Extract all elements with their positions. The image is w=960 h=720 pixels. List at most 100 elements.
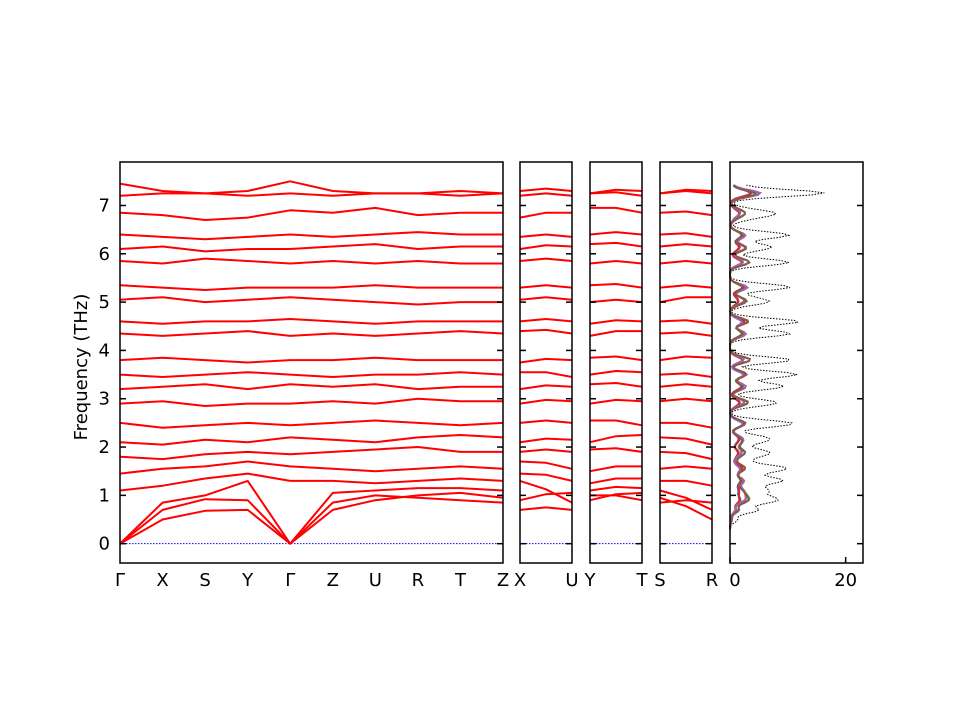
band-line — [659, 319, 713, 325]
band-line — [659, 489, 713, 511]
band-line — [659, 260, 713, 265]
band-panel-1: 0 1 2 3 4 5 6 7 Γ X S Y Γ Z U R T Z — [99, 161, 509, 591]
band-line — [519, 472, 573, 482]
band-line — [119, 460, 504, 475]
band-line — [519, 328, 573, 335]
band-line — [660, 421, 713, 429]
band-line — [590, 206, 643, 214]
band-line — [589, 370, 643, 376]
band-line — [589, 382, 643, 388]
band-line — [519, 211, 572, 219]
dos-partial-line — [729, 184, 762, 530]
band-line — [519, 398, 573, 405]
band-line — [589, 485, 643, 492]
band-line — [119, 356, 503, 364]
kpoint-label: Y — [241, 570, 254, 591]
band-line — [589, 398, 643, 405]
band-line — [519, 296, 573, 301]
band-line — [119, 243, 503, 253]
band-line — [119, 383, 503, 391]
y-tick-label: 1 — [99, 485, 110, 506]
band-line — [589, 298, 643, 304]
kpoint-label: S — [654, 570, 665, 591]
kpoint-label: R — [706, 570, 719, 591]
kpoint-label: X — [156, 570, 168, 591]
y-tick-label: 6 — [99, 244, 110, 265]
dos-x-tick-label: 0 — [729, 570, 740, 591]
band-line — [519, 257, 573, 262]
kpoint-label: Z — [327, 570, 339, 591]
kpoint-label: Γ — [115, 570, 125, 591]
band-line — [119, 192, 504, 197]
band-line — [589, 491, 643, 502]
kpoint-label: X — [514, 570, 526, 591]
band-line — [590, 494, 643, 502]
band-line — [119, 472, 504, 492]
band-line — [519, 448, 573, 453]
band-line — [519, 318, 573, 323]
band-line — [660, 479, 713, 487]
kpoint-label: T — [636, 570, 649, 591]
band-line — [519, 479, 573, 504]
band-line — [589, 231, 643, 236]
kpoint-label: S — [199, 570, 210, 591]
band-line — [519, 187, 573, 192]
band-line — [519, 357, 573, 364]
y-tick-label: 4 — [99, 340, 110, 361]
band-line — [119, 257, 503, 265]
band-line — [589, 241, 643, 248]
band-line — [119, 419, 504, 429]
dos-total-line — [729, 184, 825, 530]
band-line — [589, 434, 643, 444]
kpoint-label: Z — [497, 570, 509, 591]
band-line — [659, 355, 713, 362]
band-line — [589, 260, 643, 265]
kpoint-label: Γ — [285, 570, 295, 591]
band-line — [119, 434, 504, 446]
band-line — [589, 283, 643, 289]
band-line — [119, 446, 503, 461]
band-line — [659, 243, 713, 248]
band-line — [119, 318, 503, 325]
band-line — [519, 460, 573, 470]
band-line — [519, 284, 573, 289]
band-line — [659, 450, 713, 461]
band-line — [590, 419, 643, 427]
y-tick-label: 3 — [99, 389, 110, 410]
y-tick-label: 7 — [99, 195, 110, 216]
band-line — [659, 397, 713, 403]
band-line — [119, 371, 504, 378]
band-line — [659, 284, 713, 289]
band-line — [589, 355, 643, 362]
band-line — [589, 188, 643, 195]
dos-frame — [729, 161, 864, 564]
band-line — [119, 296, 503, 306]
dos-panel: 0 20 — [728, 161, 864, 591]
panel-frame — [519, 161, 573, 564]
band-line — [659, 465, 713, 470]
band-line — [119, 487, 504, 545]
panel-frame — [589, 161, 643, 564]
kpoint-label: U — [565, 570, 578, 591]
dos-x-tick-label: 20 — [834, 570, 857, 591]
band-line — [589, 477, 642, 485]
band-line — [519, 437, 573, 444]
band-line — [659, 188, 713, 195]
kpoint-label: U — [369, 570, 382, 591]
band-line — [659, 499, 713, 504]
band-line — [659, 436, 713, 446]
band-line — [589, 447, 643, 453]
band-line — [589, 465, 642, 473]
band-line — [659, 496, 713, 521]
dos-partial-line — [728, 184, 756, 530]
panel-frame — [659, 161, 713, 564]
kpoint-label: T — [454, 570, 467, 591]
kpoint-label: Y — [584, 570, 597, 591]
band-line — [519, 419, 573, 424]
band-line — [659, 232, 713, 238]
